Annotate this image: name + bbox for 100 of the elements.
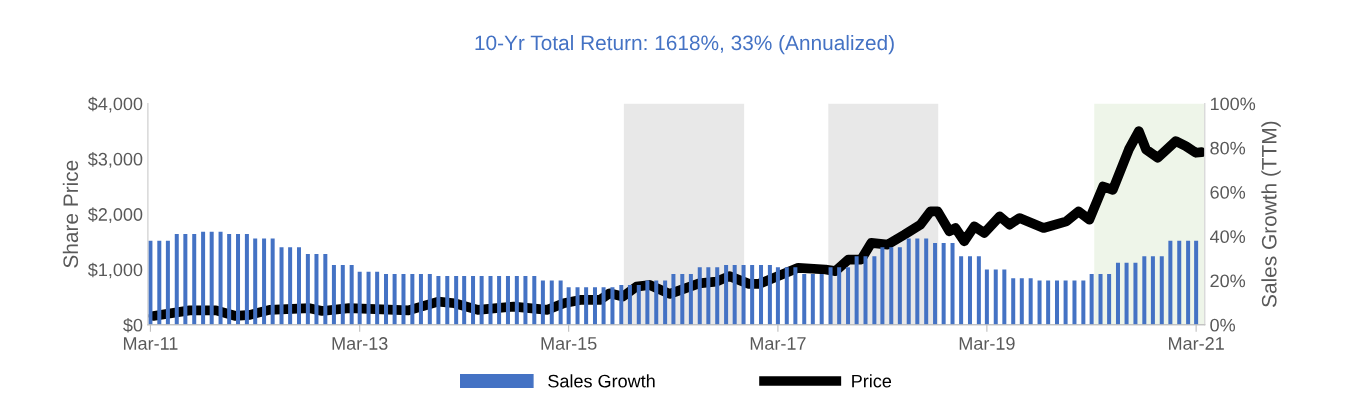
bar: [610, 287, 615, 325]
bar: [1011, 278, 1016, 325]
bar: [645, 280, 650, 325]
bar: [924, 238, 929, 325]
x-tick-label: Mar-11: [123, 337, 178, 350]
bar: [802, 273, 807, 325]
bar: [915, 238, 920, 325]
bar: [445, 276, 450, 325]
bar: [741, 265, 746, 325]
bar: [671, 273, 676, 325]
bar: [427, 273, 432, 325]
bar: [340, 265, 345, 325]
bar: [688, 273, 693, 325]
bar: [1002, 269, 1007, 325]
bar: [192, 234, 197, 325]
bar: [906, 238, 911, 325]
bar: [1194, 240, 1199, 325]
bar: [854, 256, 859, 325]
bar: [157, 240, 162, 325]
bar: [1046, 280, 1051, 325]
bar: [183, 234, 188, 325]
x-tick-label: Mar-21: [1169, 337, 1224, 350]
bar: [863, 256, 868, 325]
bar: [262, 238, 267, 325]
bar: [558, 280, 563, 325]
bar: [1133, 262, 1138, 325]
bar: [636, 284, 641, 325]
bar: [357, 271, 362, 325]
bar: [384, 273, 389, 325]
bar: [514, 276, 519, 325]
chart-title: 10-Yr Total Return: 1618%, 33% (Annualized): [475, 34, 894, 55]
bar: [584, 287, 589, 325]
bar: [253, 238, 258, 325]
bar: [201, 231, 206, 325]
bar: [715, 267, 720, 325]
bar: [532, 276, 537, 325]
bar: [810, 273, 815, 325]
bar: [471, 276, 476, 325]
bar: [627, 284, 632, 325]
y2-tick-label: 80%: [1210, 141, 1246, 155]
bar: [165, 240, 170, 325]
bar: [592, 287, 597, 325]
bar: [793, 267, 798, 325]
y2-tick-label: 60%: [1210, 185, 1246, 199]
bar: [767, 265, 772, 325]
y2-tick-label: 20%: [1210, 274, 1246, 288]
x-tick-label: Mar-15: [541, 337, 597, 350]
bar: [889, 247, 894, 325]
bar: [279, 247, 284, 325]
bar: [959, 256, 964, 325]
bar: [976, 256, 981, 325]
bar: [654, 280, 659, 325]
bar: [209, 231, 214, 325]
bar: [418, 273, 423, 325]
bar: [619, 284, 624, 325]
x-tick-label: Mar-19: [959, 337, 1015, 350]
bar: [1115, 262, 1120, 325]
bar: [706, 267, 711, 325]
bar: [505, 276, 510, 325]
bar: [819, 273, 824, 325]
bar: [296, 247, 301, 325]
bar: [1037, 280, 1042, 325]
bar: [663, 280, 668, 325]
bar: [759, 265, 764, 325]
bar: [993, 269, 998, 325]
bar: [897, 247, 902, 325]
bar: [236, 234, 241, 325]
bar: [750, 265, 755, 325]
bar: [1107, 273, 1112, 325]
bar: [1124, 262, 1129, 325]
y-axis-title: Share Price: [62, 160, 79, 268]
bar: [784, 267, 789, 325]
bar: [288, 247, 293, 325]
bar: [1168, 240, 1173, 325]
bar: [1142, 256, 1147, 325]
bar: [680, 273, 685, 325]
bar: [1072, 280, 1077, 325]
bar: [950, 242, 955, 325]
bar: [392, 273, 397, 325]
bar: [436, 276, 441, 325]
bar: [984, 269, 989, 325]
y-tick-label: $2,000: [87, 207, 143, 224]
bar: [1063, 280, 1068, 325]
legend-label: Price: [852, 374, 892, 388]
y-tick-label: $3,000: [87, 152, 143, 168]
bar: [1028, 278, 1033, 325]
bar: [828, 267, 833, 325]
bar: [401, 273, 406, 325]
y-tick-label: $4,000: [87, 96, 143, 113]
bar: [1098, 273, 1103, 325]
bar: [218, 231, 223, 325]
bar: [575, 287, 580, 325]
bar: [174, 234, 179, 325]
y2-axis-title: Sales Growth (TTM): [1261, 121, 1281, 307]
bar: [323, 253, 328, 325]
y2-tick-label: 100%: [1210, 97, 1256, 111]
bar: [270, 238, 275, 325]
bar: [1186, 240, 1191, 325]
x-tick-label: Mar-17: [750, 337, 806, 350]
bar: [366, 271, 371, 325]
